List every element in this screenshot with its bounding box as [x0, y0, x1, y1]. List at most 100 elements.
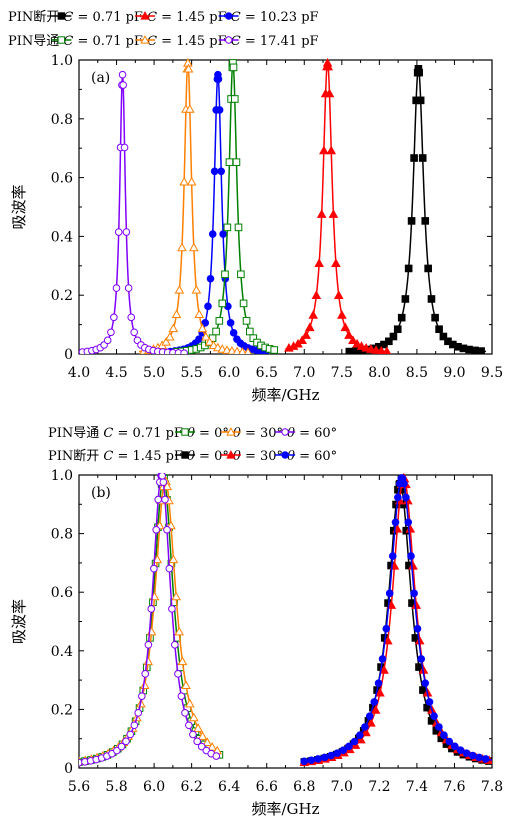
data-point [331, 258, 341, 267]
x-axis-title: 频率/GHz [251, 386, 319, 404]
legend-entry-label: = 1.45 pF [157, 10, 227, 25]
y-tick-label: 1.0 [51, 53, 73, 69]
data-point [407, 552, 415, 560]
data-point [361, 723, 369, 731]
data-point [144, 640, 153, 649]
legend-group-label: PIN导通 [48, 426, 99, 441]
data-point [159, 478, 168, 486]
data-point [327, 751, 335, 760]
data-point [435, 325, 443, 334]
data-point [371, 345, 381, 354]
data-point [242, 317, 251, 325]
data-point [421, 679, 430, 687]
data-point [174, 284, 185, 294]
data-point [471, 346, 479, 354]
data-point [378, 655, 387, 663]
x-axis-title: 频率/GHz [251, 800, 319, 818]
data-point [122, 228, 131, 236]
data-point [297, 335, 307, 345]
data-point [379, 665, 389, 674]
data-point [393, 325, 402, 334]
data-point [206, 274, 215, 283]
data-point [477, 347, 485, 354]
legend-symbol: C [63, 34, 73, 49]
legend-entry-label: = 10.23 pF [241, 10, 319, 25]
x-tick-label: 4.5 [105, 365, 127, 381]
data-point [430, 712, 438, 720]
legend-row: PIN断开 C = 1.45 pF θ = 0° θ = 30° θ = 60° [48, 449, 337, 464]
data-point [177, 692, 186, 700]
data-point [232, 158, 241, 166]
data-point [304, 322, 315, 332]
legend-swatch-marker [224, 36, 233, 44]
legend-symbol: C [103, 426, 113, 441]
data-point [416, 96, 425, 105]
data-point [185, 698, 195, 708]
x-tick-label: 9.5 [481, 365, 503, 381]
data-point [114, 228, 123, 236]
plot-frame [78, 59, 493, 355]
data-point [189, 242, 199, 252]
legend-swatch-marker [181, 451, 189, 459]
y-tick-label: 0 [64, 761, 73, 777]
data-point [365, 712, 374, 720]
legend-row: PIN断开 C = 0.71 pF C = 1.45 pF C = 10.23 … [8, 10, 319, 25]
legend-symbol: θ [287, 426, 295, 441]
panel-label: (b) [91, 485, 111, 501]
data-point [348, 335, 358, 345]
data-point [345, 347, 354, 354]
data-point [201, 331, 211, 341]
x-tick-label: 6.4 [218, 779, 240, 795]
data-point [388, 552, 397, 560]
data-point [385, 589, 394, 598]
data-point [244, 347, 252, 354]
x-tick-label: 6.0 [143, 779, 165, 795]
data-point [171, 309, 182, 319]
y-tick-label: 0 [64, 347, 73, 363]
data-point [130, 328, 138, 337]
x-tick-label: 7.8 [481, 779, 503, 795]
data-point [361, 342, 371, 352]
legend-row: PIN导通 C = 0.71 pF θ = 0° θ = 30° θ = 60° [48, 426, 337, 441]
legend-symbol: θ [233, 449, 241, 464]
panel-label: (a) [91, 70, 110, 86]
data-point [197, 742, 206, 751]
data-point [185, 104, 195, 113]
y-tick-label: 0.2 [51, 702, 73, 718]
data-point [410, 589, 418, 598]
data-point [407, 217, 416, 225]
series-line [79, 73, 185, 354]
data-point [400, 479, 408, 488]
x-tick-label: 5.0 [143, 365, 165, 381]
series-line [165, 73, 267, 353]
x-tick-label: 5.8 [105, 779, 127, 795]
y-tick-label: 0.6 [51, 171, 73, 187]
data-point [161, 495, 169, 504]
x-tick-label: 7.0 [293, 365, 315, 381]
data-point [475, 753, 483, 762]
data-point [215, 106, 224, 114]
legend-swatch-marker [140, 35, 150, 44]
data-point [323, 61, 333, 71]
legend-symbol: C [147, 10, 157, 25]
data-point [402, 493, 410, 502]
data-point [179, 176, 189, 186]
data-point [301, 330, 311, 339]
data-point [245, 327, 254, 336]
data-point [375, 687, 385, 697]
data-point [307, 756, 316, 765]
data-point [126, 730, 135, 739]
data-point [117, 742, 126, 751]
y-tick-label: 0.8 [51, 527, 73, 543]
legend-symbol: θ [187, 449, 195, 464]
data-point [361, 727, 371, 737]
x-tick-label: 6.0 [218, 365, 240, 381]
data-point [328, 209, 339, 218]
y-tick-label: 0.4 [51, 644, 73, 660]
data-point [226, 319, 235, 327]
data-point [193, 723, 203, 732]
y-axis-title: 吸波率 [10, 599, 28, 644]
data-point [218, 299, 227, 308]
legend: PIN断开 C = 0.71 pF C = 1.45 pF C = 10.23 … [8, 10, 319, 49]
